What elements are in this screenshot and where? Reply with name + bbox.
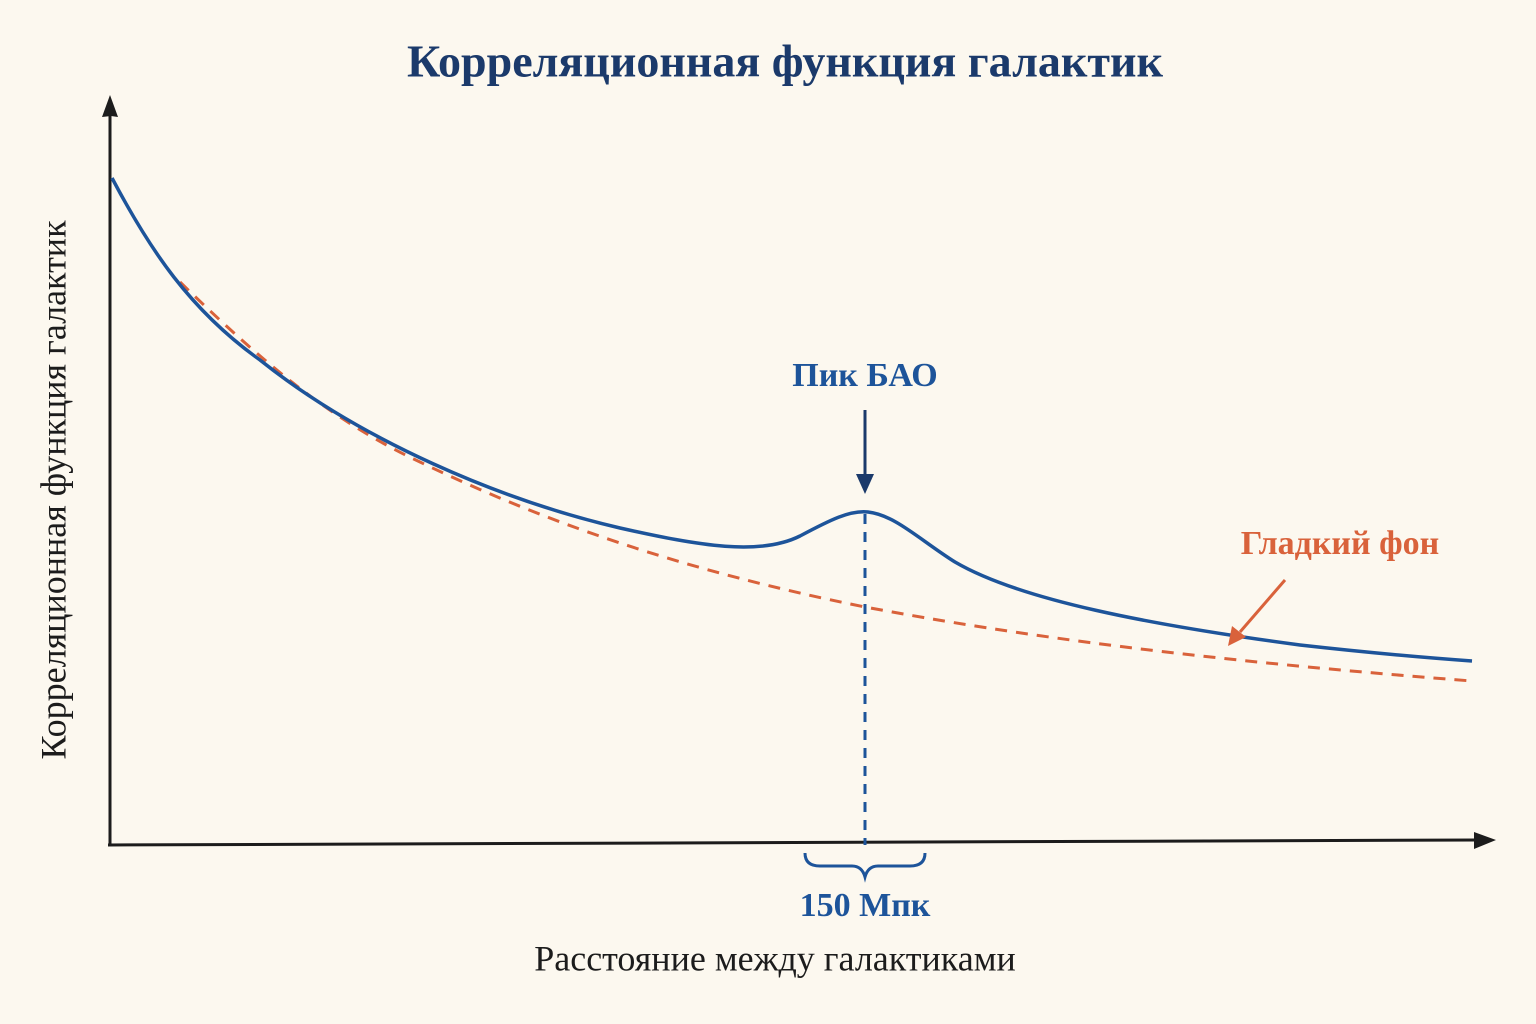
- background-label: Гладкий фон: [1241, 525, 1439, 562]
- x-axis-arrow: [1474, 832, 1496, 849]
- peak-arrow-head: [856, 474, 874, 494]
- scale-brace: [803, 852, 927, 883]
- background-arrow: [1238, 579, 1287, 633]
- y-axis-arrow: [102, 95, 118, 117]
- title: Корреляционная функция галактик: [407, 36, 1164, 87]
- smooth-background-curve: [178, 280, 1473, 683]
- x-axis-label: Расстояние между галактиками: [534, 938, 1016, 978]
- scale-label: 150 Мпк: [800, 887, 931, 924]
- background-arrow-head: [1228, 626, 1246, 646]
- x-axis: [107, 838, 1479, 847]
- peak-label: Пик БАО: [792, 357, 937, 394]
- y-axis-label: Корреляционная функция галактик: [33, 220, 73, 760]
